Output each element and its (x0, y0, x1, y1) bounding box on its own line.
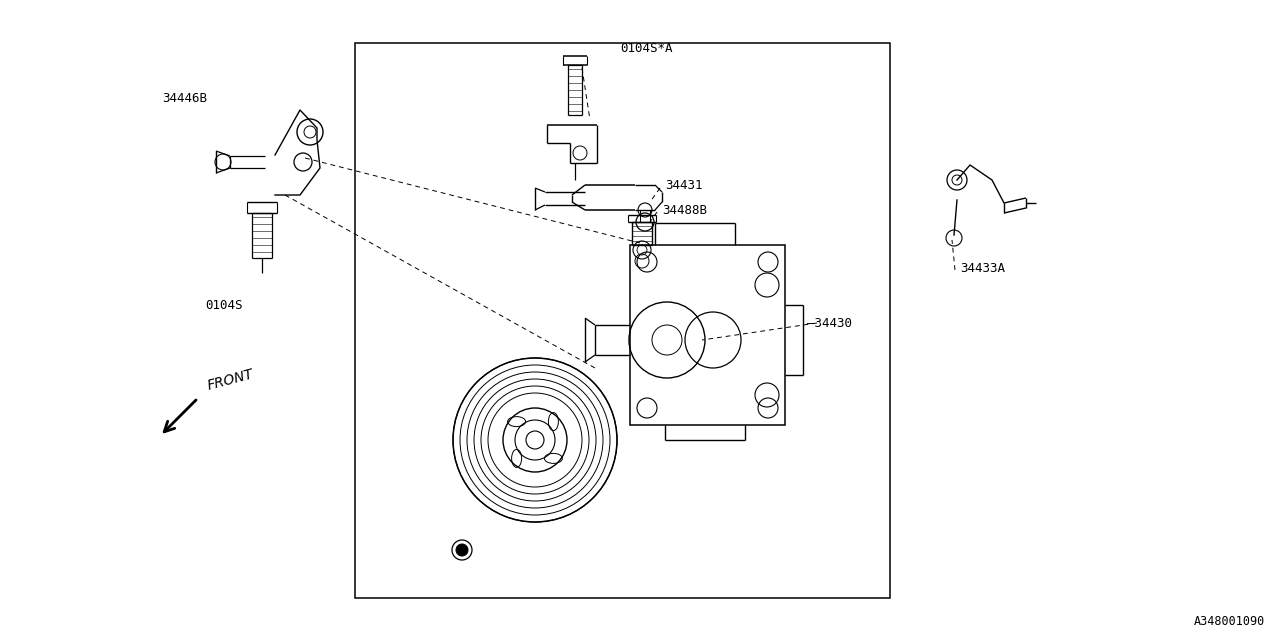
Text: 34446B: 34446B (163, 92, 207, 104)
Text: 34433A: 34433A (960, 262, 1005, 275)
Text: —34430: —34430 (806, 317, 852, 330)
Bar (355, 43, 890, 598)
Bar (630, 245, 785, 425)
Circle shape (456, 544, 468, 556)
Text: A348001090: A348001090 (1194, 615, 1265, 628)
Text: 0104S: 0104S (205, 298, 242, 312)
Text: 34431: 34431 (666, 179, 703, 191)
Text: FRONT: FRONT (206, 367, 256, 393)
Text: 0104S*A: 0104S*A (620, 42, 672, 54)
Text: 34488B: 34488B (662, 204, 707, 216)
